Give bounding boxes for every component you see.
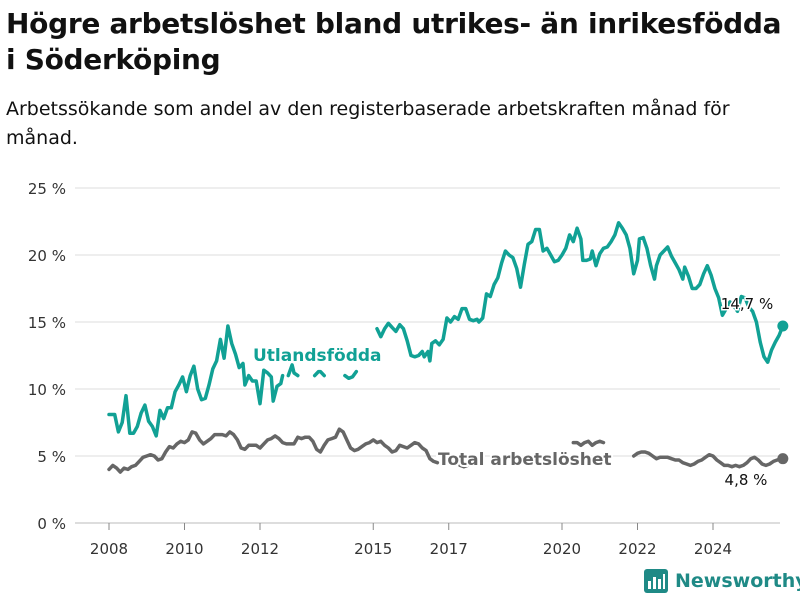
x-tick-label: 2020 <box>543 540 581 558</box>
chart-subtitle: Arbetssökande som andel av den registerb… <box>6 98 730 149</box>
series-line-total <box>458 463 470 469</box>
y-axis-ticks: 0 % 5 % 10 % 15 % 20 % 25 % <box>28 180 66 533</box>
x-axis-ticks: 2008 2010 2012 2015 2017 2020 2022 2024 <box>90 523 732 558</box>
end-value-label: 4,8 % <box>725 471 768 489</box>
series-line-utlandsfodda <box>312 369 326 378</box>
y-tick-label: 25 % <box>28 180 66 198</box>
series-line-total <box>107 427 440 474</box>
x-tick-label: 2012 <box>241 540 279 558</box>
series-end-point <box>777 320 789 332</box>
page-title: Högre arbetslöshet bland utrikes- än inr… <box>6 7 782 76</box>
newsworthy-logo-icon <box>644 569 668 593</box>
x-tick-label: 2015 <box>354 540 392 558</box>
y-tick-label: 0 % <box>37 515 66 533</box>
brand-name: Newsworthy <box>675 570 800 592</box>
series-line-total <box>571 439 606 448</box>
series-labels: Utlandsfödda Total arbetslöshet 14,7 % 4,8 … <box>251 294 775 491</box>
series-end-point <box>777 453 789 465</box>
series-line-utlandsfodda <box>343 369 359 381</box>
series-line-utlandsfodda <box>286 363 300 378</box>
y-tick-label: 5 % <box>37 448 66 466</box>
x-tick-label: 2010 <box>165 540 203 558</box>
series-line-utlandsfodda <box>375 221 785 364</box>
y-tick-label: 10 % <box>28 381 66 399</box>
newsworthy-brand: Newsworthy <box>643 568 800 594</box>
x-tick-label: 2017 <box>430 540 468 558</box>
series-label-total: Total arbetslöshet <box>438 450 612 470</box>
x-tick-label: 2022 <box>618 540 656 558</box>
x-tick-label: 2024 <box>694 540 732 558</box>
series-line-total <box>631 450 785 469</box>
series-lines <box>107 221 789 474</box>
y-tick-label: 15 % <box>28 314 66 332</box>
x-tick-label: 2008 <box>90 540 128 558</box>
end-value-label: 14,7 % <box>721 295 773 313</box>
series-line-utlandsfodda <box>107 324 285 438</box>
y-tick-label: 20 % <box>28 247 66 265</box>
series-label-utlandsfodda: Utlandsfödda <box>253 346 382 366</box>
